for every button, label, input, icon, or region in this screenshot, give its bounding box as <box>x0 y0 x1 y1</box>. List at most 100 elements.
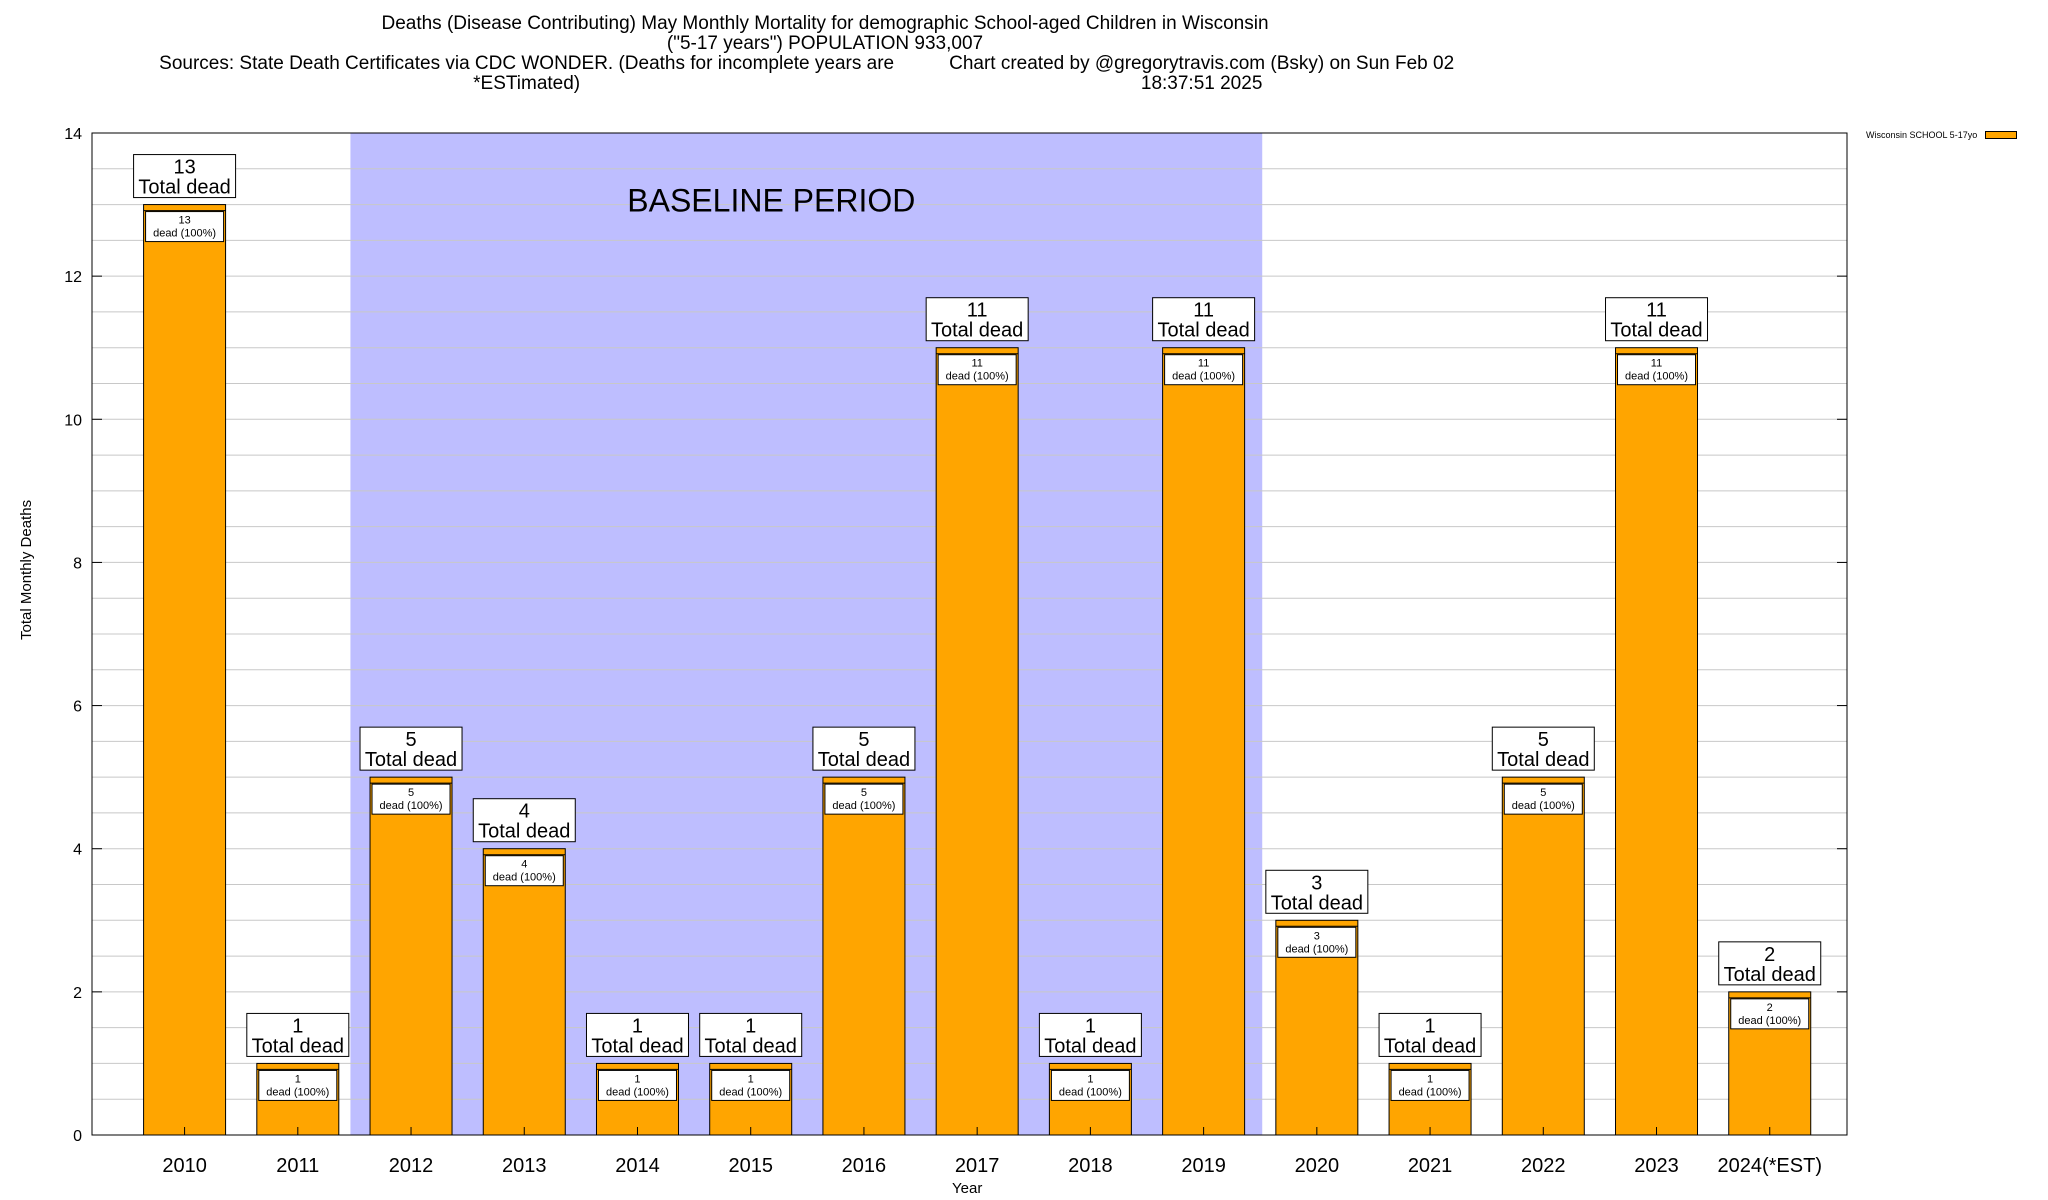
inner-value-label: 5 <box>1540 787 1546 799</box>
inner-dead-label: dead (100%) <box>1285 943 1348 955</box>
x-tick-label: 2010 <box>162 1155 207 1177</box>
chart-header: Deaths (Disease Contributing) May Monthl… <box>0 14 1650 94</box>
baseline-period-label: BASELINE PERIOD <box>627 183 915 219</box>
header-sources-row: Sources: State Death Certificates via CD… <box>0 54 1650 94</box>
y-tick-label: 14 <box>64 126 82 143</box>
inner-value-label: 1 <box>1087 1073 1093 1085</box>
total-label-box <box>1038 1012 1142 1057</box>
inner-value-label: 1 <box>1427 1073 1433 1085</box>
bar <box>822 776 906 1136</box>
total-dead-label: Total dead <box>1497 749 1589 771</box>
inner-label-box <box>1617 354 1697 386</box>
inner-label-box <box>937 354 1017 386</box>
bar <box>935 347 1019 1136</box>
legend-label: Wisconsin SCHOOL 5-17yo <box>1866 130 1978 140</box>
legend-swatch <box>1985 131 2018 139</box>
x-tick-label: 2012 <box>389 1155 434 1177</box>
plot-frame <box>91 132 1848 1136</box>
total-dead-label: Total dead <box>1157 320 1249 342</box>
total-value-label: 1 <box>1085 1015 1096 1037</box>
inner-label-box <box>711 1069 791 1101</box>
inner-value-label: 1 <box>295 1073 301 1085</box>
inner-dead-label: dead (100%) <box>1625 371 1688 383</box>
credit-text: Chart created by @gregorytravis.com (Bsk… <box>949 53 1455 94</box>
total-label-box <box>1605 297 1709 342</box>
total-value-label: 11 <box>967 300 988 322</box>
total-label-box <box>1265 869 1369 914</box>
inner-label-box <box>484 855 564 887</box>
total-dead-label: Total dead <box>931 320 1023 342</box>
x-tick-label: 2014 <box>615 1155 660 1177</box>
inner-dead-label: dead (100%) <box>606 1086 669 1098</box>
total-value-label: 5 <box>1538 729 1549 751</box>
total-dead-label: Total dead <box>1610 320 1702 342</box>
total-label-box <box>812 726 916 771</box>
total-label-box <box>699 1012 803 1057</box>
total-value-label: 5 <box>405 729 416 751</box>
x-tick-label: 2024(*EST) <box>1717 1155 1822 1177</box>
total-value-label: 13 <box>173 157 195 179</box>
inner-dead-label: dead (100%) <box>832 800 895 812</box>
y-axis-label: Total Monthly Deaths <box>18 499 35 640</box>
inner-dead-label: dead (100%) <box>1512 800 1575 812</box>
bar <box>1501 776 1585 1136</box>
inner-label-box <box>824 783 904 815</box>
total-dead-label: Total dead <box>252 1035 344 1057</box>
bar <box>1615 347 1699 1136</box>
inner-label-box <box>145 211 225 243</box>
total-value-label: 1 <box>745 1015 756 1037</box>
total-value-label: 1 <box>632 1015 643 1037</box>
total-dead-label: Total dead <box>1271 892 1363 914</box>
total-value-label: 1 <box>292 1015 303 1037</box>
legend: Wisconsin SCHOOL 5-17yo <box>1866 130 2018 140</box>
x-tick-label: 2017 <box>955 1155 1000 1177</box>
x-tick-label: 2016 <box>842 1155 887 1177</box>
inner-label-box <box>1730 998 1810 1030</box>
total-dead-label: Total dead <box>705 1035 797 1057</box>
y-tick-label: 6 <box>73 699 82 716</box>
chart-title: Deaths (Disease Contributing) May Monthl… <box>381 13 1269 34</box>
chart-subtitle: ("5-17 years") POPULATION 933,007 <box>666 33 984 54</box>
total-dead-label: Total dead <box>591 1035 683 1057</box>
x-tick-label: 2015 <box>728 1155 773 1177</box>
inner-value-label: 11 <box>971 358 982 370</box>
x-tick-label: 2021 <box>1408 1155 1453 1177</box>
total-label-box <box>359 726 463 771</box>
x-axis-label: Year <box>952 1180 983 1197</box>
total-value-label: 5 <box>858 729 869 751</box>
inner-label-box <box>371 783 451 815</box>
bar <box>482 848 566 1136</box>
bar <box>143 204 227 1136</box>
total-dead-label: Total dead <box>1384 1035 1476 1057</box>
y-tick-label: 10 <box>64 412 82 429</box>
y-tick-label: 4 <box>73 842 82 859</box>
x-tick-label: 2023 <box>1634 1155 1679 1177</box>
inner-label-box <box>1050 1069 1130 1101</box>
inner-dead-label: dead (100%) <box>946 371 1009 383</box>
total-label-box <box>585 1012 689 1057</box>
inner-dead-label: dead (100%) <box>1399 1086 1462 1098</box>
inner-dead-label: dead (100%) <box>380 800 443 812</box>
inner-dead-label: dead (100%) <box>1738 1015 1801 1027</box>
total-label-box <box>1718 941 1822 986</box>
total-value-label: 11 <box>1193 300 1214 322</box>
x-tick-label: 2019 <box>1181 1155 1226 1177</box>
inner-value-label: 3 <box>1314 930 1320 942</box>
total-value-label: 1 <box>1425 1015 1436 1037</box>
x-tick-label: 2013 <box>502 1155 547 1177</box>
inner-dead-label: dead (100%) <box>1059 1086 1122 1098</box>
inner-value-label: 1 <box>748 1073 754 1085</box>
total-value-label: 4 <box>519 801 530 823</box>
inner-label-box <box>597 1069 677 1101</box>
total-label-box <box>925 297 1029 342</box>
total-label-box <box>246 1012 350 1057</box>
y-tick-label: 12 <box>64 269 82 286</box>
x-tick-label: 2020 <box>1295 1155 1340 1177</box>
inner-value-label: 2 <box>1767 1002 1773 1014</box>
inner-value-label: 5 <box>408 787 414 799</box>
x-tick-label: 2011 <box>276 1155 319 1177</box>
total-label-box <box>472 798 576 843</box>
bar <box>1162 347 1246 1136</box>
inner-dead-label: dead (100%) <box>493 872 556 884</box>
